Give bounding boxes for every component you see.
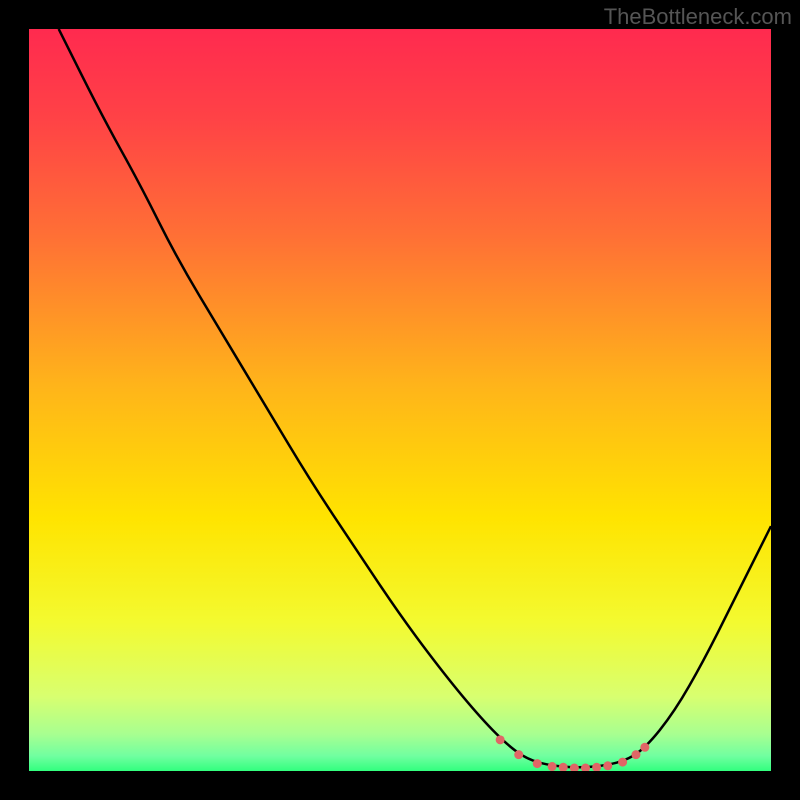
marker-point — [640, 743, 649, 752]
marker-point — [581, 764, 590, 771]
marker-point — [514, 750, 523, 759]
marker-point — [496, 735, 505, 744]
marker-point — [570, 764, 579, 771]
bottleneck-curve — [59, 29, 771, 767]
marker-point — [592, 763, 601, 771]
watermark-text: TheBottleneck.com — [604, 4, 792, 30]
marker-point — [559, 763, 568, 771]
marker-point — [548, 762, 557, 771]
curve-layer — [29, 29, 771, 771]
plot-area — [29, 29, 771, 771]
marker-point — [631, 750, 640, 759]
marker-point — [603, 761, 612, 770]
minimum-markers — [496, 735, 650, 771]
chart-container: TheBottleneck.com — [0, 0, 800, 800]
marker-point — [533, 759, 542, 768]
marker-point — [618, 758, 627, 767]
